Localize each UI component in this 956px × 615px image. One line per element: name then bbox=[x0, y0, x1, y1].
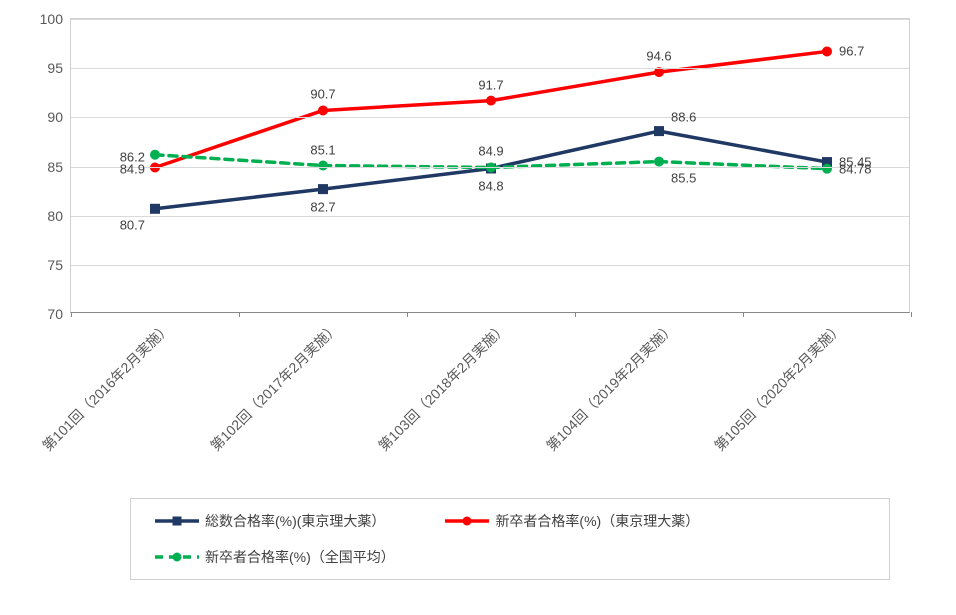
legend-item: 総数合格率(%)(東京理大薬） bbox=[155, 511, 385, 531]
data-marker bbox=[823, 47, 832, 56]
x-tick-mark bbox=[743, 312, 744, 317]
legend-item: 新卒者合格率(%)（全国平均） bbox=[155, 547, 395, 567]
data-label: 86.2 bbox=[120, 149, 145, 164]
data-label: 80.7 bbox=[120, 217, 145, 232]
plot-area: 707580859095100第101回（2016年2月実施）第102回（201… bbox=[70, 18, 910, 313]
x-axis-category: 第105回（2020年2月実施） bbox=[710, 318, 847, 455]
data-label: 84.9 bbox=[478, 144, 503, 159]
data-label: 84.78 bbox=[839, 161, 872, 176]
y-axis-tick: 80 bbox=[47, 208, 63, 224]
legend-swatch bbox=[155, 514, 199, 528]
data-marker bbox=[319, 185, 328, 194]
data-label: 84.8 bbox=[478, 179, 503, 194]
data-label: 96.7 bbox=[839, 44, 864, 59]
data-label: 82.7 bbox=[310, 200, 335, 215]
x-axis-category: 第102回（2017年2月実施） bbox=[206, 318, 343, 455]
x-tick-mark bbox=[71, 312, 72, 317]
data-label: 85.1 bbox=[310, 142, 335, 157]
x-axis-category: 第104回（2019年2月実施） bbox=[542, 318, 679, 455]
legend-swatch bbox=[155, 550, 199, 564]
y-axis-tick: 95 bbox=[47, 60, 63, 76]
series-line bbox=[155, 131, 827, 209]
data-label: 91.7 bbox=[478, 77, 503, 92]
data-marker bbox=[823, 158, 832, 167]
data-marker bbox=[151, 150, 160, 159]
y-axis-tick: 100 bbox=[40, 11, 63, 27]
y-axis-tick: 85 bbox=[47, 159, 63, 175]
data-label: 85.5 bbox=[671, 170, 696, 185]
x-axis-category: 第103回（2018年2月実施） bbox=[374, 318, 511, 455]
gridline bbox=[71, 167, 909, 168]
x-tick-mark bbox=[911, 312, 912, 317]
data-label: 88.6 bbox=[671, 110, 696, 125]
x-axis-category: 第101回（2016年2月実施） bbox=[38, 318, 175, 455]
line-chart: 70 75 80 85 90 95 100 第101回（2016年2月実施）第102回（201… bbox=[0, 0, 956, 615]
legend-label: 総数合格率(%)(東京理大薬） bbox=[205, 511, 385, 531]
legend: 総数合格率(%)(東京理大薬） 新卒者合格率(%)（東京理大薬） 新卒者合格率(%)… bbox=[130, 498, 890, 580]
y-axis-tick: 75 bbox=[47, 257, 63, 273]
data-marker bbox=[823, 164, 832, 173]
data-marker bbox=[151, 204, 160, 213]
y-axis-tick: 70 bbox=[47, 306, 63, 322]
y-axis-tick: 90 bbox=[47, 109, 63, 125]
data-label: 94.6 bbox=[646, 49, 671, 64]
legend-swatch bbox=[445, 514, 489, 528]
x-tick-mark bbox=[239, 312, 240, 317]
gridline bbox=[71, 216, 909, 217]
data-marker bbox=[319, 106, 328, 115]
gridline bbox=[71, 68, 909, 69]
legend-item: 新卒者合格率(%)（東京理大薬） bbox=[445, 511, 699, 531]
data-label: 90.7 bbox=[310, 87, 335, 102]
data-marker bbox=[487, 164, 496, 173]
legend-label: 新卒者合格率(%)（全国平均） bbox=[205, 547, 395, 567]
legend-label: 新卒者合格率(%)（東京理大薬） bbox=[495, 511, 699, 531]
data-label: 84.9 bbox=[120, 162, 145, 177]
gridline bbox=[71, 265, 909, 266]
gridline bbox=[71, 117, 909, 118]
x-tick-mark bbox=[575, 312, 576, 317]
data-marker bbox=[655, 157, 664, 166]
data-marker bbox=[655, 127, 664, 136]
data-marker bbox=[487, 96, 496, 105]
gridline bbox=[71, 19, 909, 20]
x-tick-mark bbox=[407, 312, 408, 317]
